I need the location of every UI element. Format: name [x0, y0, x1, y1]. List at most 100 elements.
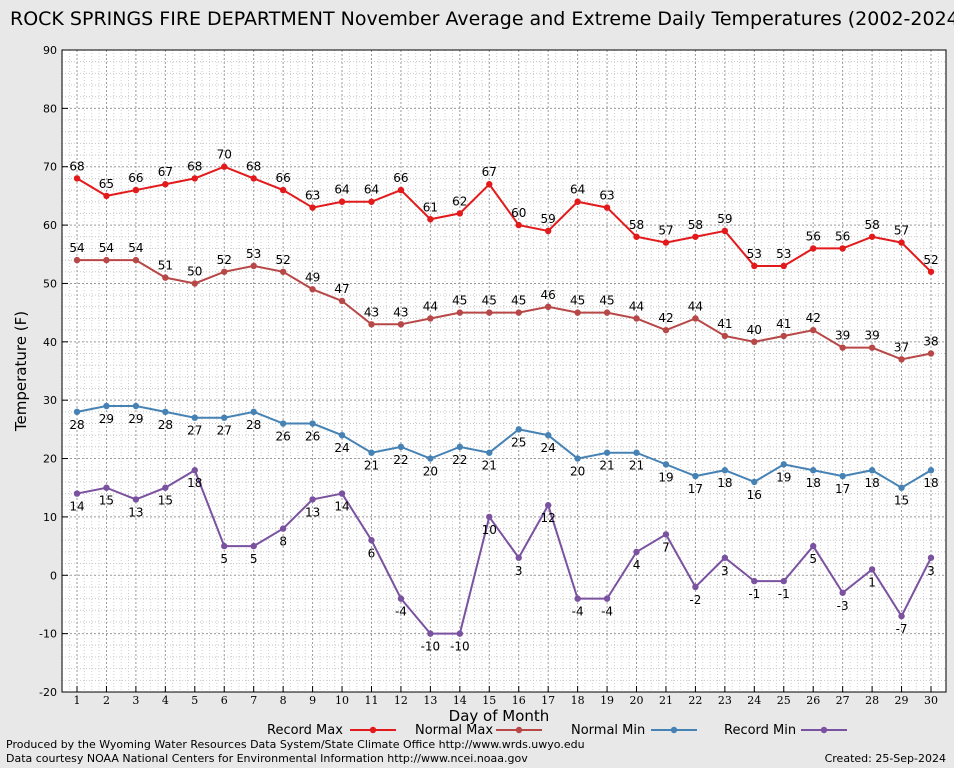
- y-tick-label: -10: [39, 628, 57, 641]
- data-point: [633, 449, 640, 456]
- x-tick-label: 4: [162, 694, 169, 707]
- data-label: 28: [246, 418, 261, 432]
- data-point: [250, 262, 257, 270]
- legend-label: Normal Max: [415, 723, 493, 738]
- x-tick-label: 27: [836, 694, 850, 707]
- data-label: 17: [688, 482, 703, 496]
- data-label: 47: [334, 282, 349, 296]
- data-label: 64: [570, 183, 585, 197]
- y-tick-label: 30: [43, 394, 57, 407]
- data-label: 13: [128, 505, 143, 519]
- data-point: [368, 537, 375, 544]
- data-point: [191, 280, 198, 287]
- data-label: -1: [748, 587, 760, 601]
- legend-marker: [515, 726, 523, 734]
- y-tick-label: 0: [50, 569, 57, 582]
- data-label: 59: [541, 212, 556, 226]
- y-axis-label: Temperature (F): [12, 311, 30, 432]
- data-label: 12: [541, 511, 556, 525]
- data-point: [721, 467, 729, 474]
- data-label: 67: [158, 165, 173, 179]
- data-point: [662, 239, 670, 246]
- data-point: [338, 198, 346, 205]
- data-label: 3: [927, 564, 935, 578]
- data-label: 25: [511, 435, 526, 449]
- series-line: [76, 468, 932, 635]
- created-date: Created: 25-Sep-2024: [824, 752, 946, 765]
- data-point: [721, 227, 729, 235]
- data-point: [721, 332, 729, 340]
- data-point: [544, 227, 552, 235]
- data-point: [868, 467, 876, 474]
- data-point: [309, 204, 316, 211]
- data-point: [544, 303, 552, 310]
- data-label: 24: [334, 441, 349, 455]
- data-point: [603, 204, 611, 211]
- x-tick-label: 24: [747, 694, 761, 707]
- data-point: [191, 175, 198, 182]
- data-point: [515, 426, 522, 433]
- data-point: [662, 326, 670, 334]
- data-label: 52: [923, 253, 938, 267]
- data-point: [162, 181, 169, 188]
- data-label: 28: [158, 418, 173, 432]
- x-tick-label: 2: [103, 694, 110, 707]
- data-label: 21: [629, 459, 644, 473]
- data-label: 54: [128, 241, 143, 255]
- y-tick-label: 80: [43, 102, 57, 115]
- data-label: 29: [128, 412, 143, 426]
- data-point: [927, 467, 935, 474]
- data-point: [73, 408, 81, 416]
- y-tick-label: 60: [43, 219, 57, 232]
- data-label: 41: [717, 317, 732, 331]
- data-label: 45: [511, 294, 526, 308]
- data-label: -1: [778, 587, 790, 601]
- data-point: [132, 402, 140, 410]
- data-label: 67: [482, 165, 497, 179]
- footer-data-source: Data courtesy NOAA National Centers for …: [6, 752, 528, 765]
- legend-label: Normal Min: [571, 723, 645, 738]
- legend: Record Max Normal Max Normal Min Record Min: [267, 723, 847, 738]
- data-point: [574, 455, 581, 462]
- data-point: [603, 309, 611, 316]
- data-point: [751, 262, 758, 270]
- data-point: [868, 566, 876, 573]
- data-label: 4: [633, 558, 641, 572]
- data-point: [927, 350, 935, 357]
- data-label: -2: [689, 593, 701, 607]
- data-label: 46: [541, 288, 556, 302]
- data-label: 28: [69, 418, 84, 432]
- data-label: 18: [923, 476, 938, 490]
- data-label: 44: [688, 299, 703, 313]
- data-label: 68: [187, 159, 202, 173]
- data-point: [486, 309, 493, 316]
- data-point: [191, 467, 198, 474]
- y-tick-label: 50: [43, 277, 57, 290]
- data-point: [692, 315, 699, 322]
- plot-frame: [61, 49, 947, 693]
- data-point: [162, 274, 169, 281]
- data-label: 62: [452, 194, 467, 208]
- data-label: 3: [515, 564, 523, 578]
- series-line: [77, 259, 932, 361]
- data-point: [898, 356, 905, 363]
- data-point: [279, 186, 287, 194]
- data-label: 54: [99, 241, 114, 255]
- data-label: 22: [452, 453, 467, 467]
- x-tick-label: 12: [394, 694, 408, 707]
- data-point: [368, 198, 375, 205]
- data-point: [692, 233, 699, 240]
- data-label: 21: [482, 459, 497, 473]
- data-point: [574, 309, 581, 316]
- data-point: [456, 443, 464, 451]
- data-point: [810, 467, 817, 474]
- data-point: [162, 408, 169, 416]
- data-label: 5: [220, 552, 228, 566]
- data-point: [839, 344, 846, 351]
- x-tick-label: 17: [541, 694, 555, 707]
- grid: [61, 49, 947, 693]
- data-label: 42: [806, 311, 821, 325]
- data-label: 53: [776, 247, 791, 261]
- data-point: [162, 484, 169, 491]
